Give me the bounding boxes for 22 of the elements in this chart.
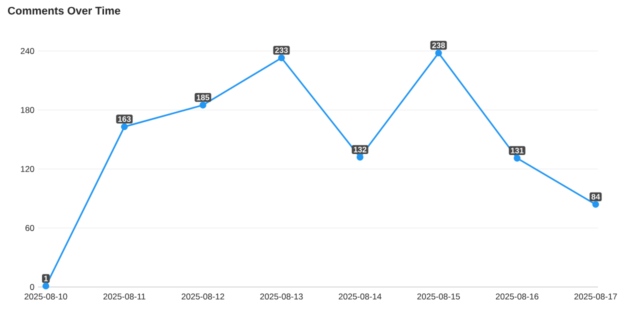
point <box>278 54 285 62</box>
x-tick-label: 2025-08-16 <box>496 294 538 300</box>
x-tick-label: 2025-08-14 <box>338 294 382 300</box>
point <box>200 102 206 108</box>
point <box>514 154 520 162</box>
x-tick-label: 2025-08-11 <box>103 294 146 300</box>
point <box>121 123 128 130</box>
x-tick-label: 2025-08-10 <box>24 294 68 300</box>
x-tick-label: 2025-08-17 <box>574 294 617 300</box>
y-tick-label: 120 <box>20 166 34 172</box>
point <box>356 154 364 161</box>
x-tick-label: 2025-08-12 <box>182 294 224 300</box>
x-tick-label: 2025-08-15 <box>417 294 460 300</box>
y-tick-label: 60 <box>26 225 34 231</box>
chart-title: Comments Over Time <box>8 6 120 15</box>
y-tick-label: 180 <box>20 107 34 113</box>
y-tick-label: 0 <box>30 284 34 290</box>
y-tick-label: 240 <box>20 48 34 54</box>
point <box>592 201 600 208</box>
point <box>42 282 50 290</box>
point <box>435 50 442 56</box>
x-tick-label: 2025-08-13 <box>260 294 303 300</box>
